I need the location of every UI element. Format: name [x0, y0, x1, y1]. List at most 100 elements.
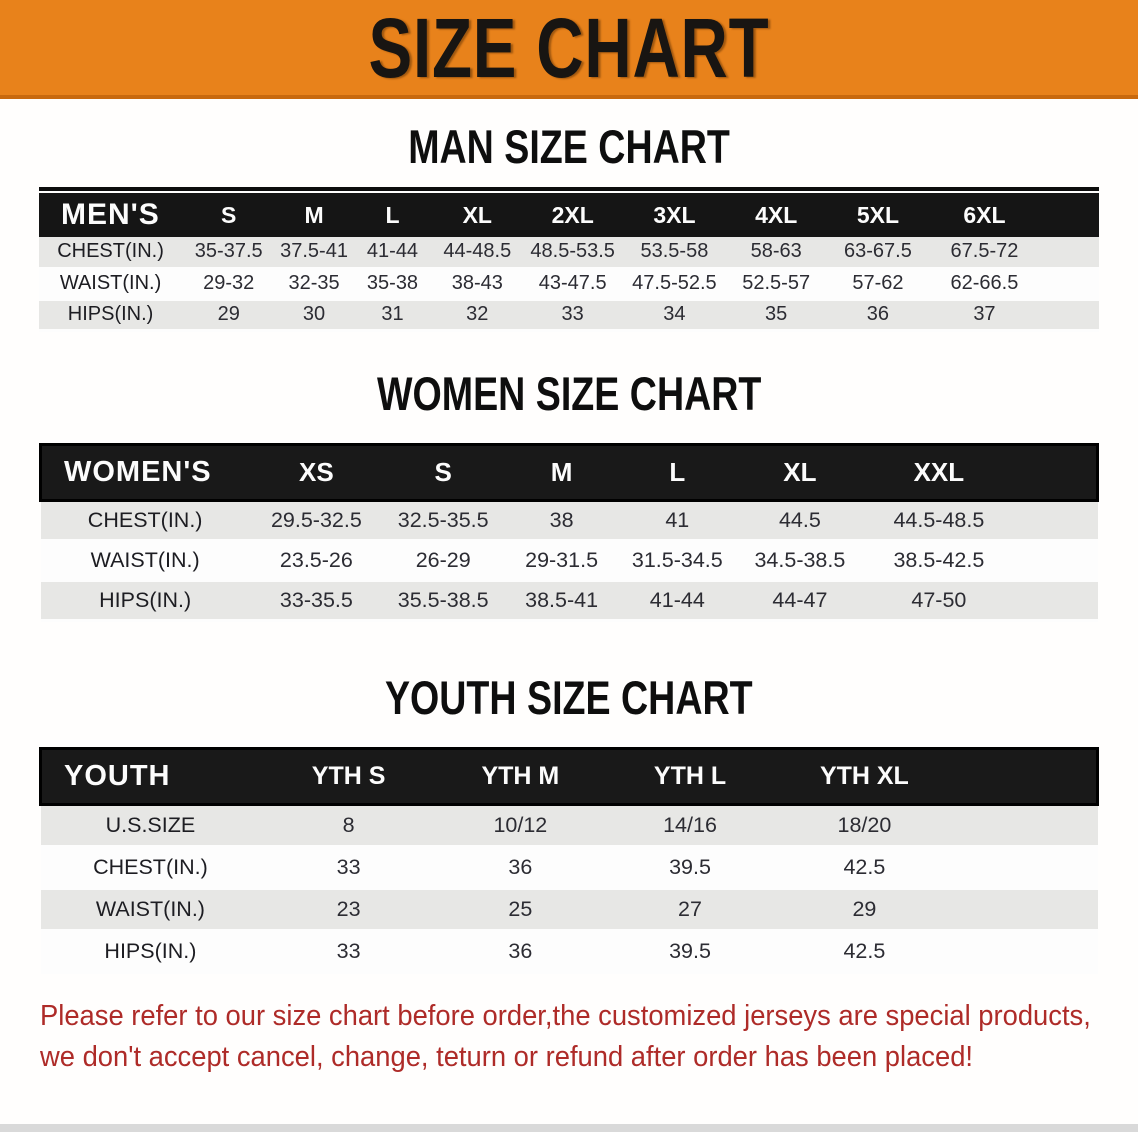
size-column-header: L	[619, 442, 735, 502]
size-value: 39.5	[603, 846, 777, 890]
size-value: 32-35	[275, 268, 353, 301]
disclaimer: Please refer to our size chart before or…	[40, 996, 1138, 1078]
measurement-label: CHEST(IN.)	[39, 237, 183, 270]
women-size-table: WOMEN'S XS S M L XL XXL CHEST(IN.) 29.5-32.5 32.5…	[38, 442, 1099, 622]
size-value: 34.5-38.5	[734, 540, 865, 582]
size-value: 29	[776, 888, 953, 932]
size-value: 38.5-42.5	[864, 540, 1013, 582]
measurement-row: CHEST(IN.) 35-37.5 37.5-41 41-44 44-48.5 48.5…	[39, 237, 1099, 270]
size-value: 36	[436, 930, 604, 974]
size-value: 18/20	[776, 804, 953, 848]
value-filler-cell	[1039, 237, 1099, 270]
value-filler-cell	[1012, 580, 1098, 622]
size-column-header: YTH S	[260, 746, 437, 806]
size-column-header: YTH XL	[776, 746, 953, 806]
size-value: 25	[436, 888, 604, 932]
measurement-row: HIPS(IN.) 29 30 31 32 33 34 35 36 37	[39, 299, 1099, 332]
header-filler-cell	[952, 746, 1099, 806]
size-chart-banner: SIZE CHART	[0, 0, 1138, 99]
size-value: 26-29	[382, 540, 504, 582]
size-value: 52.5-57	[725, 268, 827, 301]
men-table-wrapper: MEN'S S M L XL 2XL 3XL 4XL 5XL 6XL CHEST(IN.) 35-37…	[39, 187, 1099, 332]
size-value: 31	[352, 299, 433, 332]
size-column-header: L	[352, 193, 433, 237]
women-section-title-text: WOMEN SIZE CHART	[376, 366, 762, 420]
value-filler-cell	[1012, 500, 1098, 542]
size-header-row: MEN'S S M L XL 2XL 3XL 4XL 5XL 6XL	[39, 193, 1099, 237]
size-value: 36	[826, 299, 930, 332]
measurement-row: WAIST(IN.) 29-32 32-35 35-38 38-43 43-47.5 47.…	[39, 268, 1099, 301]
size-column-header: YTH L	[603, 746, 777, 806]
header-filler-cell	[1039, 193, 1099, 237]
measurement-label: HIPS(IN.)	[40, 580, 250, 622]
table-group-label: MEN'S	[39, 193, 183, 237]
measurement-label: WAIST(IN.)	[40, 888, 261, 932]
size-value: 23.5-26	[249, 540, 383, 582]
measurement-row: CHEST(IN.) 29.5-32.5 32.5-35.5 38 41 44.5 44.5…	[40, 500, 1098, 542]
size-value: 47.5-52.5	[623, 268, 726, 301]
size-value: 48.5-53.5	[522, 237, 624, 270]
size-value: 41	[619, 500, 735, 542]
size-header-row: YOUTH YTH S YTH M YTH L YTH XL	[39, 746, 1099, 806]
size-value: 42.5	[776, 930, 953, 974]
bottom-edge-strip	[0, 1124, 1138, 1132]
size-value: 63-67.5	[826, 237, 930, 270]
disclaimer-line-2: we don't accept cancel, change, teturn o…	[40, 1040, 974, 1073]
size-value: 41-44	[619, 580, 735, 622]
size-value: 29-31.5	[503, 540, 620, 582]
value-filler-cell	[952, 888, 1098, 932]
size-value: 35.5-38.5	[382, 580, 504, 622]
value-filler-cell	[1012, 540, 1098, 582]
size-value: 14/16	[603, 804, 777, 848]
size-column-header: 6XL	[929, 193, 1040, 237]
size-column-header: XS	[249, 442, 383, 502]
table-group-label: YOUTH	[39, 746, 261, 806]
value-filler-cell	[952, 804, 1098, 848]
size-value: 8	[260, 804, 437, 848]
size-value: 58-63	[725, 237, 827, 270]
measurement-label: CHEST(IN.)	[40, 500, 250, 542]
size-value: 53.5-58	[623, 237, 726, 270]
size-value: 38	[503, 500, 620, 542]
size-value: 37	[929, 299, 1040, 332]
measurement-label: HIPS(IN.)	[40, 930, 261, 974]
size-value: 33-35.5	[249, 580, 383, 622]
disclaimer-line-1: Please refer to our size chart before or…	[40, 999, 1091, 1032]
size-value: 44.5	[734, 500, 865, 542]
size-value: 34	[623, 299, 726, 332]
value-filler-cell	[1039, 299, 1099, 332]
size-column-header: XL	[432, 193, 523, 237]
measurement-label: HIPS(IN.)	[39, 299, 183, 332]
size-value: 29	[182, 299, 276, 332]
size-value: 29-32	[182, 268, 276, 301]
banner-title: SIZE CHART	[368, 0, 770, 95]
size-value: 32	[432, 299, 523, 332]
size-column-header: 3XL	[623, 193, 726, 237]
size-value: 33	[260, 846, 437, 890]
measurement-label: U.S.SIZE	[40, 804, 261, 848]
size-value: 44-47	[734, 580, 865, 622]
size-value: 38.5-41	[503, 580, 620, 622]
women-section-title: WOMEN SIZE CHART	[0, 366, 1138, 420]
size-value: 43-47.5	[522, 268, 624, 301]
size-column-header: 2XL	[522, 193, 624, 237]
value-filler-cell	[952, 930, 1098, 974]
table-group-label: WOMEN'S	[38, 442, 250, 502]
size-column-header: YTH M	[436, 746, 604, 806]
value-filler-cell	[952, 846, 1098, 890]
size-value: 44-48.5	[432, 237, 523, 270]
value-filler-cell	[1039, 268, 1099, 301]
size-value: 32.5-35.5	[382, 500, 504, 542]
size-value: 35	[725, 299, 827, 332]
size-column-header: 5XL	[826, 193, 930, 237]
size-value: 67.5-72	[929, 237, 1040, 270]
measurement-row: WAIST(IN.) 23 25 27 29	[40, 888, 1098, 932]
size-value: 41-44	[352, 237, 433, 270]
size-value: 35-38	[352, 268, 433, 301]
man-section-title-text: MAN SIZE CHART	[408, 120, 730, 173]
size-column-header: XL	[734, 442, 865, 502]
size-column-header: M	[503, 442, 620, 502]
youth-section-title-text: YOUTH SIZE CHART	[385, 670, 753, 724]
size-column-header: XXL	[864, 442, 1013, 502]
